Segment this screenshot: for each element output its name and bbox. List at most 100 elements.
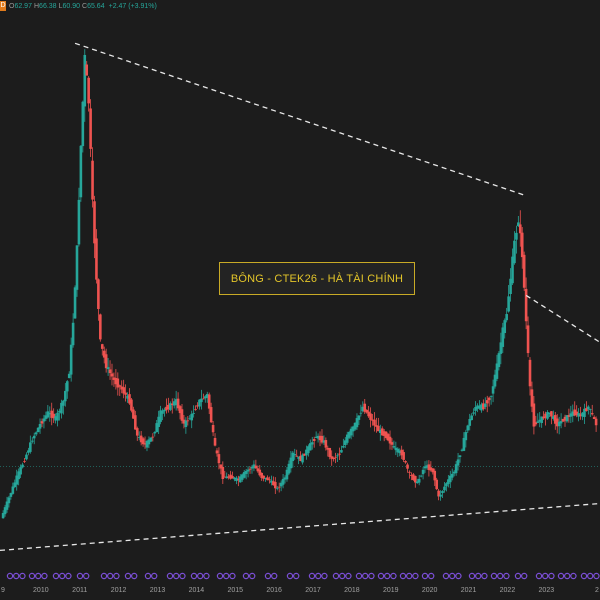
candle-body <box>157 416 160 427</box>
candle-body <box>83 54 87 107</box>
event-marker-icon <box>399 572 407 580</box>
event-marker-icon <box>130 572 138 580</box>
event-marker-icon <box>52 572 60 580</box>
candle-body <box>209 407 213 423</box>
candle-body <box>30 440 34 442</box>
candle-body <box>219 464 223 469</box>
event-marker-icon <box>144 572 152 580</box>
event-marker-icon <box>308 572 316 580</box>
candle-body <box>110 373 114 377</box>
candle-body <box>307 446 310 454</box>
candle-body <box>542 416 545 419</box>
candle-body <box>235 477 238 481</box>
candle-body <box>585 408 588 411</box>
candle-body <box>25 454 28 460</box>
candle-body <box>60 402 63 414</box>
event-marker-icon <box>428 572 435 580</box>
candle-body <box>291 452 295 462</box>
candle-body <box>594 418 598 426</box>
candle-body <box>81 101 85 147</box>
candle-body <box>240 474 244 480</box>
candle-body <box>233 477 236 480</box>
time-axis[interactable]: 9 2010 2011 2012 2013 2014 2015 2016 2017 2018 201… <box>0 584 600 600</box>
chart-annotation-box[interactable]: BÔNG - CTEK26 - HÀ TÀI CHÍNH <box>219 262 415 295</box>
candle-body <box>377 425 380 432</box>
low-label: L <box>58 2 63 10</box>
candle-body <box>583 408 586 417</box>
symbol-badge[interactable]: D <box>0 1 6 11</box>
candle-body <box>445 483 448 487</box>
candle-body <box>293 454 297 456</box>
chart-annotation-text: BÔNG - CTEK26 - HÀ TÀI CHÍNH <box>230 272 404 285</box>
candle-body <box>44 415 48 419</box>
candle-body <box>180 409 184 421</box>
candle-body <box>384 431 388 438</box>
open-value: 62.97 <box>14 2 32 10</box>
candle-body <box>159 410 162 422</box>
candle-body <box>135 428 139 436</box>
candle-body <box>23 461 26 462</box>
candle-body <box>386 434 390 441</box>
event-marker-icon <box>521 572 528 580</box>
event-marker-icon <box>570 572 577 580</box>
candle-body <box>380 428 384 436</box>
candle-body <box>182 419 186 424</box>
high-value: 66.38 <box>39 2 57 10</box>
event-marker-icon <box>6 572 14 580</box>
candle-body <box>314 436 318 438</box>
close-value: 65.64 <box>87 2 105 10</box>
candle-body <box>34 432 38 435</box>
candle-body <box>54 416 57 421</box>
candle-body <box>194 409 197 411</box>
candle-body <box>58 410 61 413</box>
event-marker-icon <box>100 572 108 580</box>
candle-body <box>367 411 370 417</box>
candle-body <box>258 469 262 476</box>
event-marker-icon <box>557 572 565 580</box>
candle-body <box>165 406 168 411</box>
candle-body <box>213 437 217 446</box>
candle-body <box>141 438 145 445</box>
candle-body <box>509 278 512 294</box>
event-marker-icon <box>564 572 571 580</box>
candle-body <box>227 476 230 478</box>
candle-body <box>423 466 427 469</box>
candle-body <box>394 447 398 451</box>
candle-body <box>316 435 320 439</box>
candle-body <box>363 403 367 412</box>
candle-body <box>268 479 271 481</box>
candle-body <box>65 381 69 392</box>
event-marker-icon <box>535 572 543 580</box>
lower-trendline <box>0 502 600 552</box>
candle-body <box>277 486 281 488</box>
candle-body <box>217 454 221 464</box>
candle-body <box>353 422 357 430</box>
event-marker-icon <box>475 572 482 580</box>
candle-body <box>89 108 92 149</box>
candle-body <box>398 450 402 454</box>
candle-body <box>322 440 326 443</box>
candle-body <box>501 327 505 347</box>
candle-body <box>318 435 322 441</box>
candle-body <box>266 477 269 481</box>
candle-body <box>283 477 287 480</box>
candle-body <box>229 474 232 479</box>
event-marker-icon <box>406 572 413 580</box>
candle-body <box>149 437 153 442</box>
candle-body <box>167 404 170 410</box>
candle-body <box>102 350 106 358</box>
x-tick-label: 2014 <box>188 587 205 594</box>
candle-body <box>575 411 578 416</box>
secondary-trendline <box>525 294 600 343</box>
candle-body <box>517 222 520 227</box>
candle-body <box>215 450 219 454</box>
candle-body <box>310 442 314 445</box>
candle-body <box>404 461 407 463</box>
candle-body <box>413 476 417 483</box>
candle-body <box>275 487 279 489</box>
candle-body <box>130 399 133 411</box>
candle-body <box>87 77 90 104</box>
candle-body <box>338 453 341 455</box>
candle-body <box>32 435 36 439</box>
